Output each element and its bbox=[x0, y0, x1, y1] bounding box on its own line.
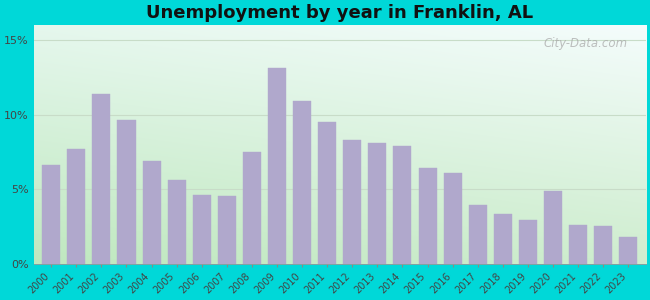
Bar bbox=[218, 196, 236, 263]
Bar bbox=[318, 122, 336, 263]
Bar bbox=[519, 220, 537, 263]
Bar bbox=[142, 161, 161, 263]
Bar bbox=[369, 143, 386, 263]
Bar bbox=[268, 68, 286, 263]
Text: City-Data.com: City-Data.com bbox=[543, 37, 627, 50]
Title: Unemployment by year in Franklin, AL: Unemployment by year in Franklin, AL bbox=[146, 4, 533, 22]
Bar bbox=[594, 226, 612, 263]
Bar bbox=[42, 165, 60, 263]
Bar bbox=[443, 172, 461, 263]
Bar bbox=[619, 237, 637, 263]
Bar bbox=[544, 190, 562, 263]
Bar bbox=[118, 121, 135, 263]
Bar bbox=[67, 149, 85, 263]
Bar bbox=[343, 140, 361, 263]
Bar bbox=[569, 225, 587, 263]
Bar bbox=[243, 152, 261, 263]
Bar bbox=[494, 214, 512, 263]
Bar bbox=[393, 146, 411, 263]
Bar bbox=[419, 168, 437, 263]
Bar bbox=[92, 94, 111, 263]
Bar bbox=[293, 101, 311, 263]
Bar bbox=[469, 206, 487, 263]
Bar bbox=[168, 180, 186, 263]
Bar bbox=[192, 195, 211, 263]
